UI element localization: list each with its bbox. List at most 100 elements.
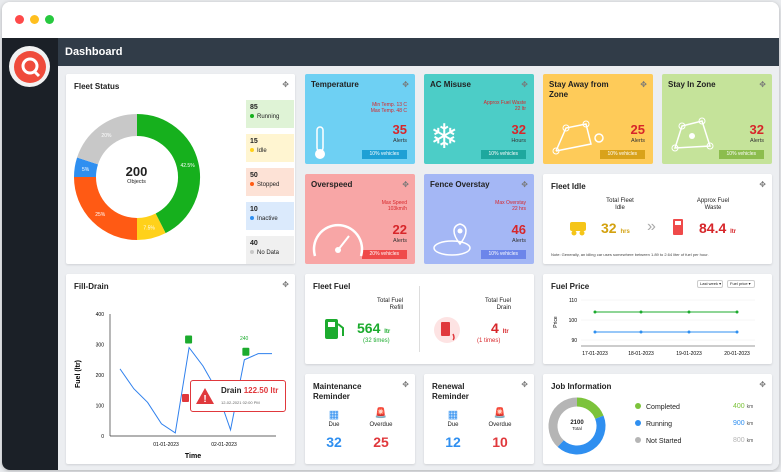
move-icon[interactable]: ✥: [521, 380, 528, 389]
temperature-tile[interactable]: Temperature ✥ Min Temp. 13 C Max Temp. 4…: [305, 74, 415, 164]
stay-away-tile[interactable]: Stay Away from Zone ✥ 25 Alerts 10% vehi…: [543, 74, 653, 164]
metric-select[interactable]: Fuel price ▾: [727, 280, 755, 288]
idle-waste-unit: ltr: [730, 229, 737, 235]
move-icon[interactable]: ✥: [640, 80, 647, 89]
legend-item[interactable]: 50 Stopped: [246, 168, 294, 196]
job-total: 2100: [570, 420, 584, 426]
donut-total: 200: [125, 164, 148, 179]
move-icon[interactable]: ✥: [759, 380, 766, 389]
job-segment: [557, 415, 606, 455]
due-value: 32: [326, 434, 342, 450]
fill-marker-icon: [185, 335, 193, 344]
drain-total-unit: ltr: [502, 329, 509, 335]
job-status-unit: km: [746, 421, 754, 427]
due-label: Due: [328, 422, 340, 428]
tile-title: AC Misuse: [430, 80, 471, 89]
donut-label: 42.5%: [180, 163, 195, 169]
legend-item[interactable]: 10 Inactive: [246, 202, 294, 230]
legend-item[interactable]: 40 No Data: [246, 236, 294, 264]
tile-badge: 10% vehicles: [599, 150, 645, 159]
ac-misuse-tile[interactable]: AC Misuse ✥ Approx Fuel Waste 22 ltr 32 …: [424, 74, 534, 164]
price-point: [687, 310, 691, 314]
maintenance-card: Maintenance Reminder ✥ ▦ Due 32 🚨 Overdu…: [305, 374, 415, 464]
idle-total-label: Total Fleet Idle: [606, 198, 634, 211]
tile-title: Temperature: [311, 80, 359, 89]
tile-value: 25: [630, 122, 645, 137]
fuel-price-card: Fuel Price Last week ▾ Fuel price ▾ 110 1…: [543, 274, 772, 364]
renewal-card: Renewal Reminder ✥ ▦ Due 12 🚨 Overdue 10: [424, 374, 534, 464]
minimize-dot[interactable]: [30, 15, 39, 24]
move-icon[interactable]: ✥: [282, 80, 289, 89]
move-icon[interactable]: ✥: [759, 80, 766, 89]
move-icon[interactable]: ✥: [759, 180, 766, 189]
warning-icon: !: [196, 388, 214, 405]
donut-total-label: Objects: [127, 179, 146, 185]
card-title: Fleet Status: [74, 82, 120, 91]
legend-count: 40: [250, 240, 258, 247]
close-dot[interactable]: [15, 15, 24, 24]
due-value: 12: [445, 434, 461, 450]
y-tick-label: 0: [101, 434, 104, 440]
job-info-card: Job Information ✥ 2100 Total Completed 40…: [543, 374, 772, 464]
drain-time: 12-02-2021 02:00 PM: [221, 400, 260, 405]
move-icon[interactable]: ✥: [521, 180, 528, 189]
fuel-price-chart: 110 100 90 17-01-2023 18-01-2023 19-01-2023 20…: [553, 298, 755, 357]
maximize-dot[interactable]: [45, 15, 54, 24]
y-tick-label: 300: [96, 343, 105, 349]
move-icon[interactable]: ✥: [402, 180, 409, 189]
logo-icon[interactable]: [9, 46, 50, 87]
legend-dot: [250, 182, 254, 186]
fuel-refill-icon: [325, 319, 344, 339]
job-segment: [576, 397, 604, 420]
job-segment: [548, 397, 578, 447]
price-point: [593, 330, 597, 334]
fence-overstay-tile[interactable]: Fence Overstay ✥ Max Overstay 22 hrs 46 …: [424, 174, 534, 264]
y-tick-label: 400: [96, 312, 105, 318]
idle-note: Note: Generally, an idling car uses some…: [551, 252, 709, 257]
job-status-value: 800: [733, 437, 745, 444]
move-icon[interactable]: ✥: [521, 80, 528, 89]
drain-label: Drain: [221, 386, 242, 395]
job-list-item[interactable]: Completed 400 km: [635, 403, 763, 411]
tile-line2: Max Temp. 48 C: [370, 108, 407, 114]
status-dot: [635, 437, 641, 443]
donut-label: 20%: [101, 133, 112, 139]
job-list-item[interactable]: Not Started 800 km: [635, 437, 763, 445]
fleet-fuel-card: Fleet Fuel Total Fuel Refill 564 ltr (32…: [305, 274, 534, 364]
idle-waste-label: Approx Fuel Waste: [696, 198, 730, 211]
period-select[interactable]: Last week ▾: [697, 280, 723, 288]
refill-unit: ltr: [384, 329, 391, 335]
fill-drain-chart: 400 300 200 100 0 01-01-2023 02-01-2023 Fuel (l…: [75, 312, 276, 460]
zone-icon: [671, 117, 714, 152]
overspeed-tile[interactable]: Overspeed ✥ Max Speed 103km/h 22 Alerts …: [305, 174, 415, 264]
move-icon[interactable]: ✥: [282, 280, 289, 289]
sidebar: [2, 38, 58, 470]
tile-value: 46: [511, 222, 526, 237]
card-title: Fuel Price: [551, 282, 590, 291]
calendar-icon: ▦: [328, 409, 340, 421]
price-point: [735, 310, 739, 314]
y-tick-label: 110: [569, 298, 577, 304]
job-status-label: Completed: [646, 404, 680, 411]
tile-value: 32: [749, 122, 764, 137]
legend-dot: [250, 216, 254, 220]
job-total-label: Total: [572, 426, 582, 431]
legend-item[interactable]: 85 Running: [246, 100, 294, 128]
job-list-item[interactable]: Running 900 km: [635, 420, 763, 428]
tile-title: Stay Away from Zone: [549, 80, 609, 99]
move-icon[interactable]: ✥: [402, 80, 409, 89]
overdue-label: Overdue: [369, 422, 393, 428]
legend-item[interactable]: 15 Idle: [246, 134, 294, 162]
tile-title: Fence Overstay: [430, 180, 490, 189]
job-donut: [548, 397, 606, 455]
y-tick-label: 90: [571, 338, 577, 344]
annotation-label: 240: [240, 336, 249, 342]
y-tick-label: 100: [96, 404, 105, 410]
y-tick-label: 200: [96, 373, 105, 379]
move-icon[interactable]: ✥: [402, 380, 409, 389]
tile-badge: 10% vehicles: [480, 250, 526, 259]
stay-in-tile[interactable]: Stay In Zone ✥ 32 Alerts 10% vehicles: [662, 74, 772, 164]
legend-label: Running: [257, 114, 280, 120]
donut-segment: [74, 157, 99, 178]
